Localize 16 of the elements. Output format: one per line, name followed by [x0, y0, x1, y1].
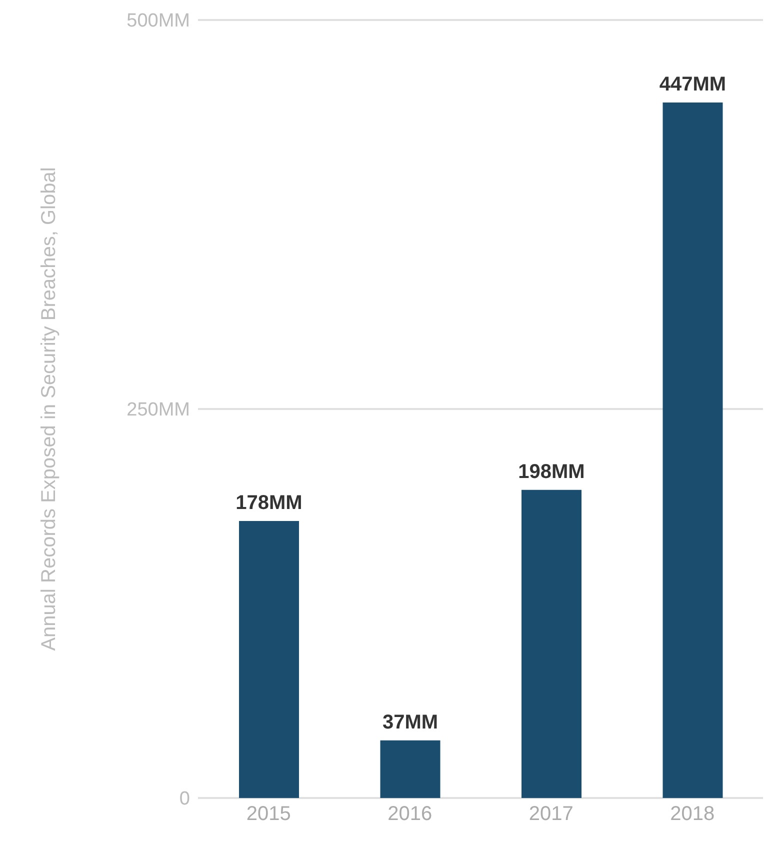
bar [522, 490, 582, 798]
x-tick-label: 2018 [670, 803, 715, 826]
bar [662, 102, 723, 798]
y-tick-label: 500MM [126, 10, 190, 32]
data-label: 178MM [236, 492, 302, 514]
y-axis-title: Annual Records Exposed in Security Breaches, Global [38, 167, 60, 651]
data-label: 37MM [382, 711, 438, 734]
x-tick-label: 2016 [388, 803, 432, 826]
y-tick-label: 250MM [126, 400, 190, 421]
x-tick-label: 2017 [528, 803, 574, 826]
bar [380, 740, 440, 798]
y-tick-label: 0 [179, 788, 190, 810]
bar [239, 521, 299, 798]
data-label: 447MM [659, 73, 726, 96]
data-label: 198MM [518, 460, 585, 483]
x-tick-label: 2015 [246, 803, 291, 826]
